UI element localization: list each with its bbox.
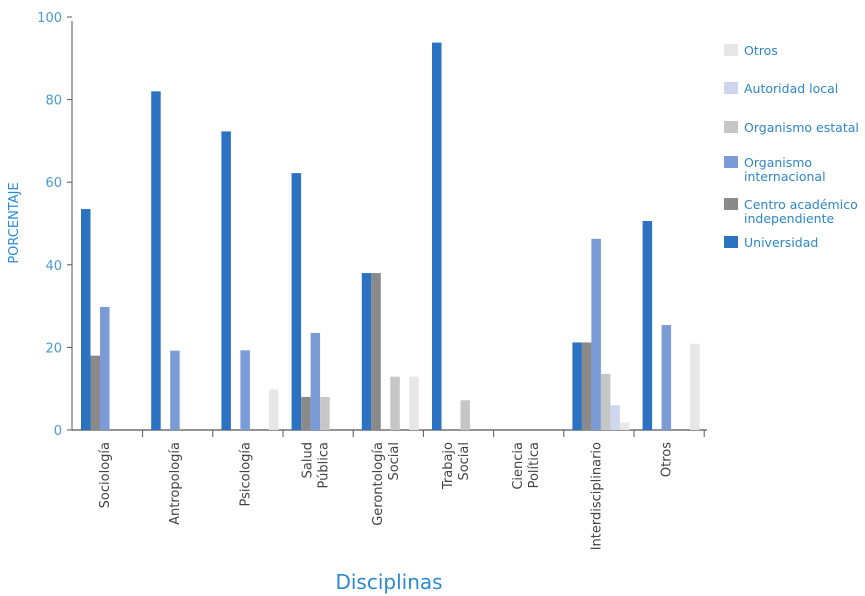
x-category-label: Política: [527, 442, 542, 488]
x-category-label: Sociología: [98, 442, 113, 508]
bar-organismo-estatal: [600, 373, 611, 430]
bar-organismo-internacional: [310, 332, 321, 430]
x-axis-title: Disciplinas: [335, 570, 442, 594]
bar-centro-acad-mico-independiente: [301, 396, 311, 430]
bar-otros: [619, 422, 630, 430]
bar-universidad: [432, 42, 442, 431]
bar-organismo-estatal: [460, 400, 470, 430]
bar-organismo-estatal: [390, 376, 400, 430]
legend-swatch: [724, 82, 738, 94]
legend-label: internacional: [744, 169, 826, 184]
x-category-label: Ciencia: [511, 442, 526, 490]
legend-label: Organismo estatal: [744, 120, 859, 135]
bar-organismo-internacional: [100, 306, 110, 430]
bar-autoridad-local: [610, 405, 620, 430]
bar-organismo-internacional: [240, 350, 250, 430]
bar-organismo-internacional: [661, 325, 672, 430]
legend-swatch: [724, 236, 738, 248]
bar-otros: [690, 343, 700, 430]
x-category-label: Pública: [317, 442, 332, 488]
y-tick-label: 40: [45, 259, 62, 274]
bar-organismo-internacional: [170, 350, 180, 430]
legend-label: Centro académico: [744, 197, 858, 212]
y-tick-label: 20: [45, 341, 62, 356]
bar-universidad: [291, 173, 302, 430]
bar-otros: [268, 389, 279, 430]
y-axis-title: PORCENTAJE: [7, 182, 22, 263]
legend-swatch: [724, 198, 738, 210]
legend-swatch: [724, 121, 738, 133]
bar-universidad: [572, 342, 582, 430]
bar-universidad: [642, 221, 653, 430]
y-tick-label: 100: [37, 11, 62, 26]
bar-centro-acad-mico-independiente: [371, 273, 381, 430]
bar-organismo-estatal: [320, 396, 330, 430]
x-category-label: Interdisciplinario: [589, 442, 604, 550]
x-category-label: Gerontología: [371, 442, 386, 526]
legend-swatch: [724, 156, 738, 168]
x-category-label: Psicología: [238, 442, 253, 507]
x-category-label: Salud: [301, 442, 316, 478]
bar-universidad: [221, 131, 231, 430]
bar-universidad: [151, 91, 161, 430]
y-tick-label: 60: [45, 176, 62, 191]
x-category-label: Antropología: [168, 442, 183, 525]
y-tick-label: 0: [54, 424, 62, 439]
y-tick-label: 80: [45, 94, 62, 109]
bar-otros: [409, 376, 419, 430]
legend-label: independiente: [744, 211, 834, 226]
x-category-label: Social: [387, 442, 402, 481]
x-category-label: Social: [457, 442, 472, 481]
legend-label: Universidad: [744, 235, 818, 250]
legend-label: Organismo: [744, 155, 812, 170]
legend-label: Otros: [744, 43, 778, 58]
x-category-label: Otros: [660, 442, 675, 477]
legend-label: Autoridad local: [744, 81, 838, 96]
legend-swatch: [724, 44, 738, 56]
bar-organismo-internacional: [591, 238, 601, 430]
bar-universidad: [81, 209, 91, 430]
bar-universidad: [361, 273, 372, 430]
bar-centro-acad-mico-independiente: [581, 342, 592, 430]
x-category-label: Trabajo: [441, 442, 456, 490]
bar-centro-acad-mico-independiente: [90, 355, 100, 430]
